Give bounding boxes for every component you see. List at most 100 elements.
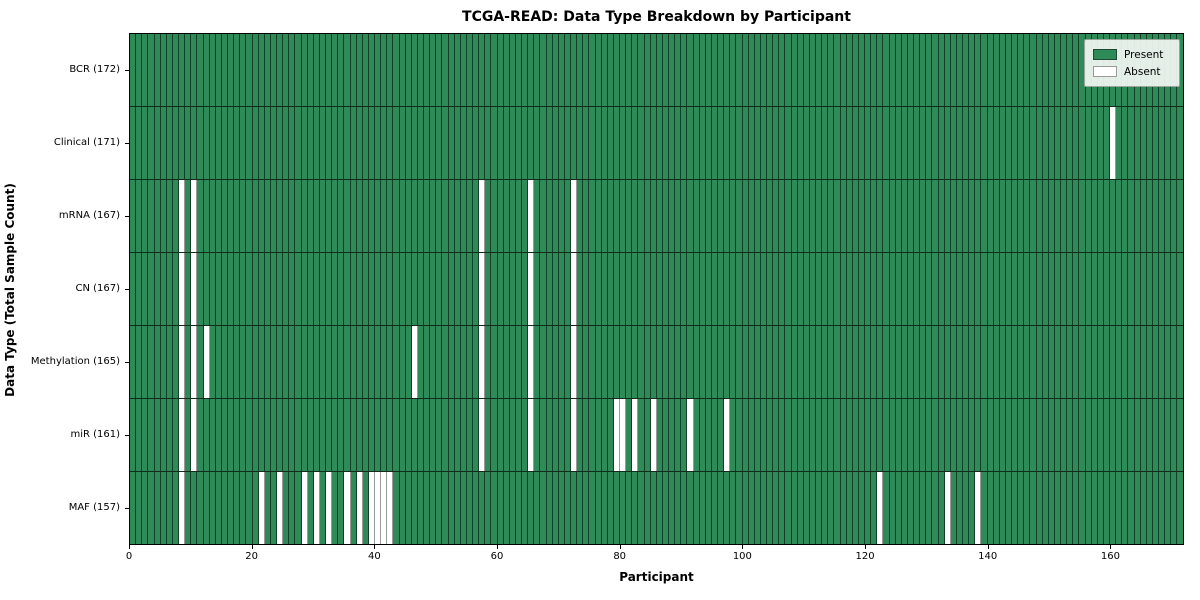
heatmap-cell bbox=[1030, 399, 1037, 471]
heatmap-cell bbox=[809, 326, 816, 398]
heatmap-cell bbox=[442, 34, 449, 106]
heatmap-cell bbox=[332, 34, 339, 106]
heatmap-cell bbox=[1079, 107, 1086, 179]
heatmap-cell bbox=[460, 399, 467, 471]
heatmap-cell bbox=[436, 326, 443, 398]
heatmap-cell bbox=[932, 399, 939, 471]
heatmap-cell bbox=[748, 472, 755, 544]
heatmap-cell bbox=[981, 326, 988, 398]
heatmap-cell bbox=[963, 472, 970, 544]
ytick-label-maf: MAF (157) bbox=[68, 502, 120, 514]
heatmap-cell bbox=[742, 34, 749, 106]
heatmap-cell bbox=[552, 399, 559, 471]
heatmap-cell bbox=[393, 399, 400, 471]
heatmap-cell bbox=[736, 472, 743, 544]
heatmap-cell bbox=[350, 180, 357, 252]
heatmap-cell bbox=[944, 180, 951, 252]
heatmap-cell bbox=[583, 399, 590, 471]
heatmap-cell bbox=[1177, 253, 1183, 325]
heatmap-cell bbox=[136, 34, 143, 106]
heatmap-cell bbox=[442, 107, 449, 179]
heatmap-cell bbox=[730, 180, 737, 252]
heatmap-cell bbox=[430, 180, 437, 252]
heatmap-cell bbox=[283, 180, 290, 252]
heatmap-cell bbox=[411, 180, 418, 252]
heatmap-cell bbox=[338, 253, 345, 325]
heatmap-cell bbox=[767, 180, 774, 252]
heatmap-cell bbox=[540, 107, 547, 179]
heatmap-cell bbox=[1116, 107, 1123, 179]
heatmap-cell bbox=[240, 107, 247, 179]
heatmap-cell bbox=[938, 472, 945, 544]
heatmap-cell bbox=[577, 34, 584, 106]
heatmap-cell bbox=[209, 180, 216, 252]
heatmap-cell bbox=[1134, 107, 1141, 179]
heatmap-cell bbox=[956, 34, 963, 106]
heatmap-cell bbox=[1152, 180, 1159, 252]
heatmap-cell bbox=[736, 180, 743, 252]
heatmap-cell bbox=[816, 399, 823, 471]
heatmap-cell bbox=[828, 399, 835, 471]
heatmap-cell bbox=[424, 253, 431, 325]
heatmap-cell bbox=[1030, 107, 1037, 179]
heatmap-cell bbox=[907, 472, 914, 544]
heatmap-cell bbox=[185, 253, 192, 325]
heatmap-cell bbox=[626, 399, 633, 471]
heatmap-cell bbox=[448, 399, 455, 471]
heatmap-cell bbox=[283, 326, 290, 398]
heatmap-cell bbox=[901, 472, 908, 544]
heatmap-cell bbox=[185, 399, 192, 471]
heatmap-cell bbox=[522, 180, 529, 252]
heatmap-cell bbox=[466, 180, 473, 252]
heatmap-cell bbox=[172, 34, 179, 106]
heatmap-cell bbox=[350, 399, 357, 471]
heatmap-cell bbox=[1103, 472, 1110, 544]
heatmap-cell bbox=[1122, 326, 1129, 398]
heatmap-cell bbox=[858, 107, 865, 179]
heatmap-cell bbox=[1036, 326, 1043, 398]
heatmap-cell bbox=[662, 472, 669, 544]
heatmap-cell bbox=[130, 472, 137, 544]
heatmap-cell bbox=[528, 180, 535, 252]
heatmap-cell bbox=[454, 180, 461, 252]
heatmap-cell bbox=[381, 253, 388, 325]
heatmap-cell bbox=[509, 107, 516, 179]
heatmap-cell bbox=[613, 107, 620, 179]
heatmap-cell bbox=[375, 472, 382, 544]
heatmap-cell bbox=[1091, 326, 1098, 398]
heatmap-cell bbox=[877, 34, 884, 106]
heatmap-cell bbox=[779, 472, 786, 544]
heatmap-cell bbox=[411, 472, 418, 544]
heatmap-cell bbox=[393, 107, 400, 179]
heatmap-cell bbox=[736, 253, 743, 325]
heatmap-cell bbox=[191, 253, 198, 325]
heatmap-cell bbox=[454, 34, 461, 106]
heatmap-cell bbox=[975, 472, 982, 544]
heatmap-cell bbox=[816, 180, 823, 252]
heatmap-cell bbox=[852, 180, 859, 252]
heatmap-cell bbox=[711, 399, 718, 471]
heatmap-cell bbox=[601, 326, 608, 398]
heatmap-cell bbox=[154, 253, 161, 325]
heatmap-cell bbox=[981, 34, 988, 106]
heatmap-cell bbox=[932, 180, 939, 252]
heatmap-cell bbox=[460, 180, 467, 252]
heatmap-cell bbox=[564, 107, 571, 179]
heatmap-cell bbox=[460, 472, 467, 544]
heatmap-cell bbox=[1146, 253, 1153, 325]
heatmap-cell bbox=[1054, 399, 1061, 471]
heatmap-cell bbox=[344, 34, 351, 106]
heatmap-cell bbox=[650, 326, 657, 398]
heatmap-cell bbox=[264, 253, 271, 325]
ytick-label-clinical: Clinical (171) bbox=[53, 136, 120, 148]
heatmap-cell bbox=[191, 472, 198, 544]
heatmap-cell bbox=[607, 34, 614, 106]
heatmap-cell bbox=[963, 107, 970, 179]
chart-title: TCGA-READ: Data Type Breakdown by Partic… bbox=[462, 9, 851, 25]
heatmap-cell bbox=[1067, 34, 1074, 106]
heatmap-cell bbox=[754, 399, 761, 471]
heatmap-cell bbox=[969, 180, 976, 252]
heatmap-cell bbox=[809, 399, 816, 471]
heatmap-cell bbox=[803, 253, 810, 325]
heatmap-cell bbox=[344, 253, 351, 325]
